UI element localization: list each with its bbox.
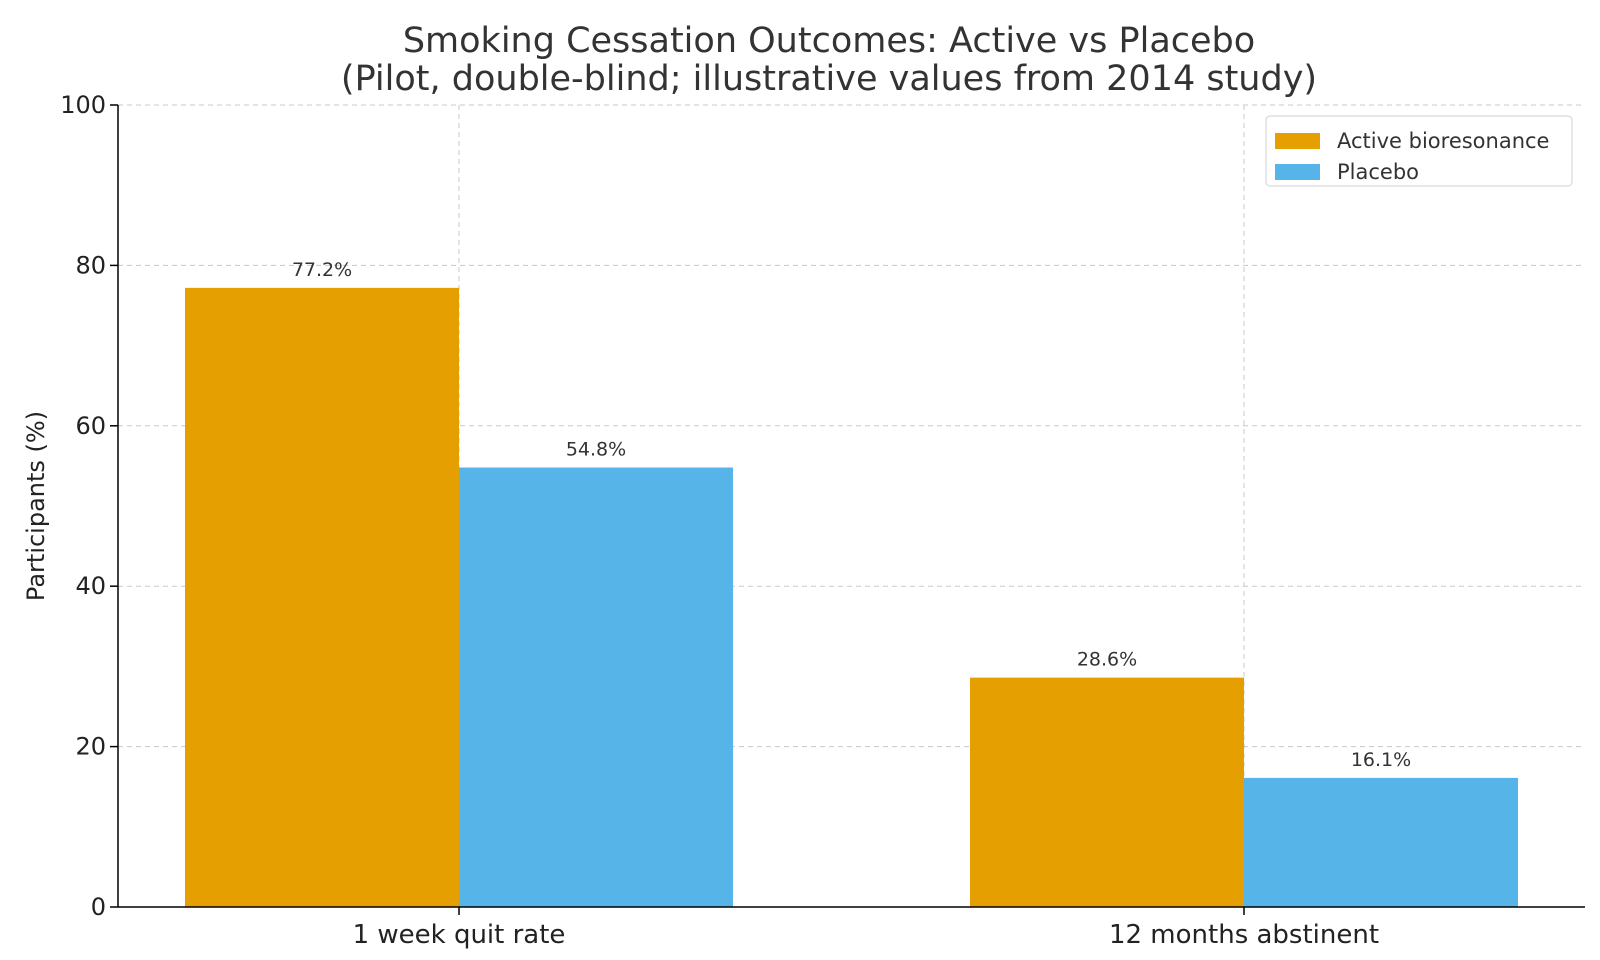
legend: Active bioresonance Placebo bbox=[1265, 115, 1573, 187]
data-labels: 77.2% 28.6% 54.8% 16.1% bbox=[292, 259, 1411, 771]
bar-value-label: 16.1% bbox=[1351, 749, 1411, 771]
y-tick-label: 40 bbox=[75, 572, 106, 600]
bars bbox=[185, 287, 1518, 908]
chart-title: Smoking Cessation Outcomes: Active vs Pl… bbox=[403, 21, 1255, 61]
y-tick-label: 80 bbox=[75, 251, 106, 279]
y-tick-label: 60 bbox=[75, 412, 106, 440]
bar bbox=[185, 287, 459, 908]
y-tick-label: 0 bbox=[91, 893, 106, 921]
bar-value-label: 77.2% bbox=[292, 259, 352, 281]
y-axis-label: Participants (%) bbox=[22, 411, 50, 601]
axes: 0 20 40 60 80 100 1 week quit rate 12 months ab… bbox=[60, 91, 1585, 950]
legend-label: Active bioresonance bbox=[1337, 129, 1549, 153]
y-tick-label: 100 bbox=[60, 91, 106, 119]
bar bbox=[1244, 777, 1518, 907]
x-tick-label: 12 months abstinent bbox=[1109, 920, 1379, 950]
bar-value-label: 28.6% bbox=[1077, 649, 1137, 671]
bar bbox=[459, 467, 733, 907]
chart-subtitle: (Pilot, double-blind; illustrative value… bbox=[341, 59, 1317, 99]
legend-swatch bbox=[1275, 133, 1320, 149]
bar-value-label: 54.8% bbox=[566, 439, 626, 461]
legend-label: Placebo bbox=[1337, 160, 1419, 184]
x-tick-label: 1 week quit rate bbox=[353, 920, 566, 950]
legend-swatch bbox=[1275, 164, 1320, 180]
legend-box bbox=[1265, 115, 1573, 187]
y-tick-label: 20 bbox=[75, 733, 106, 761]
bar bbox=[970, 677, 1244, 907]
